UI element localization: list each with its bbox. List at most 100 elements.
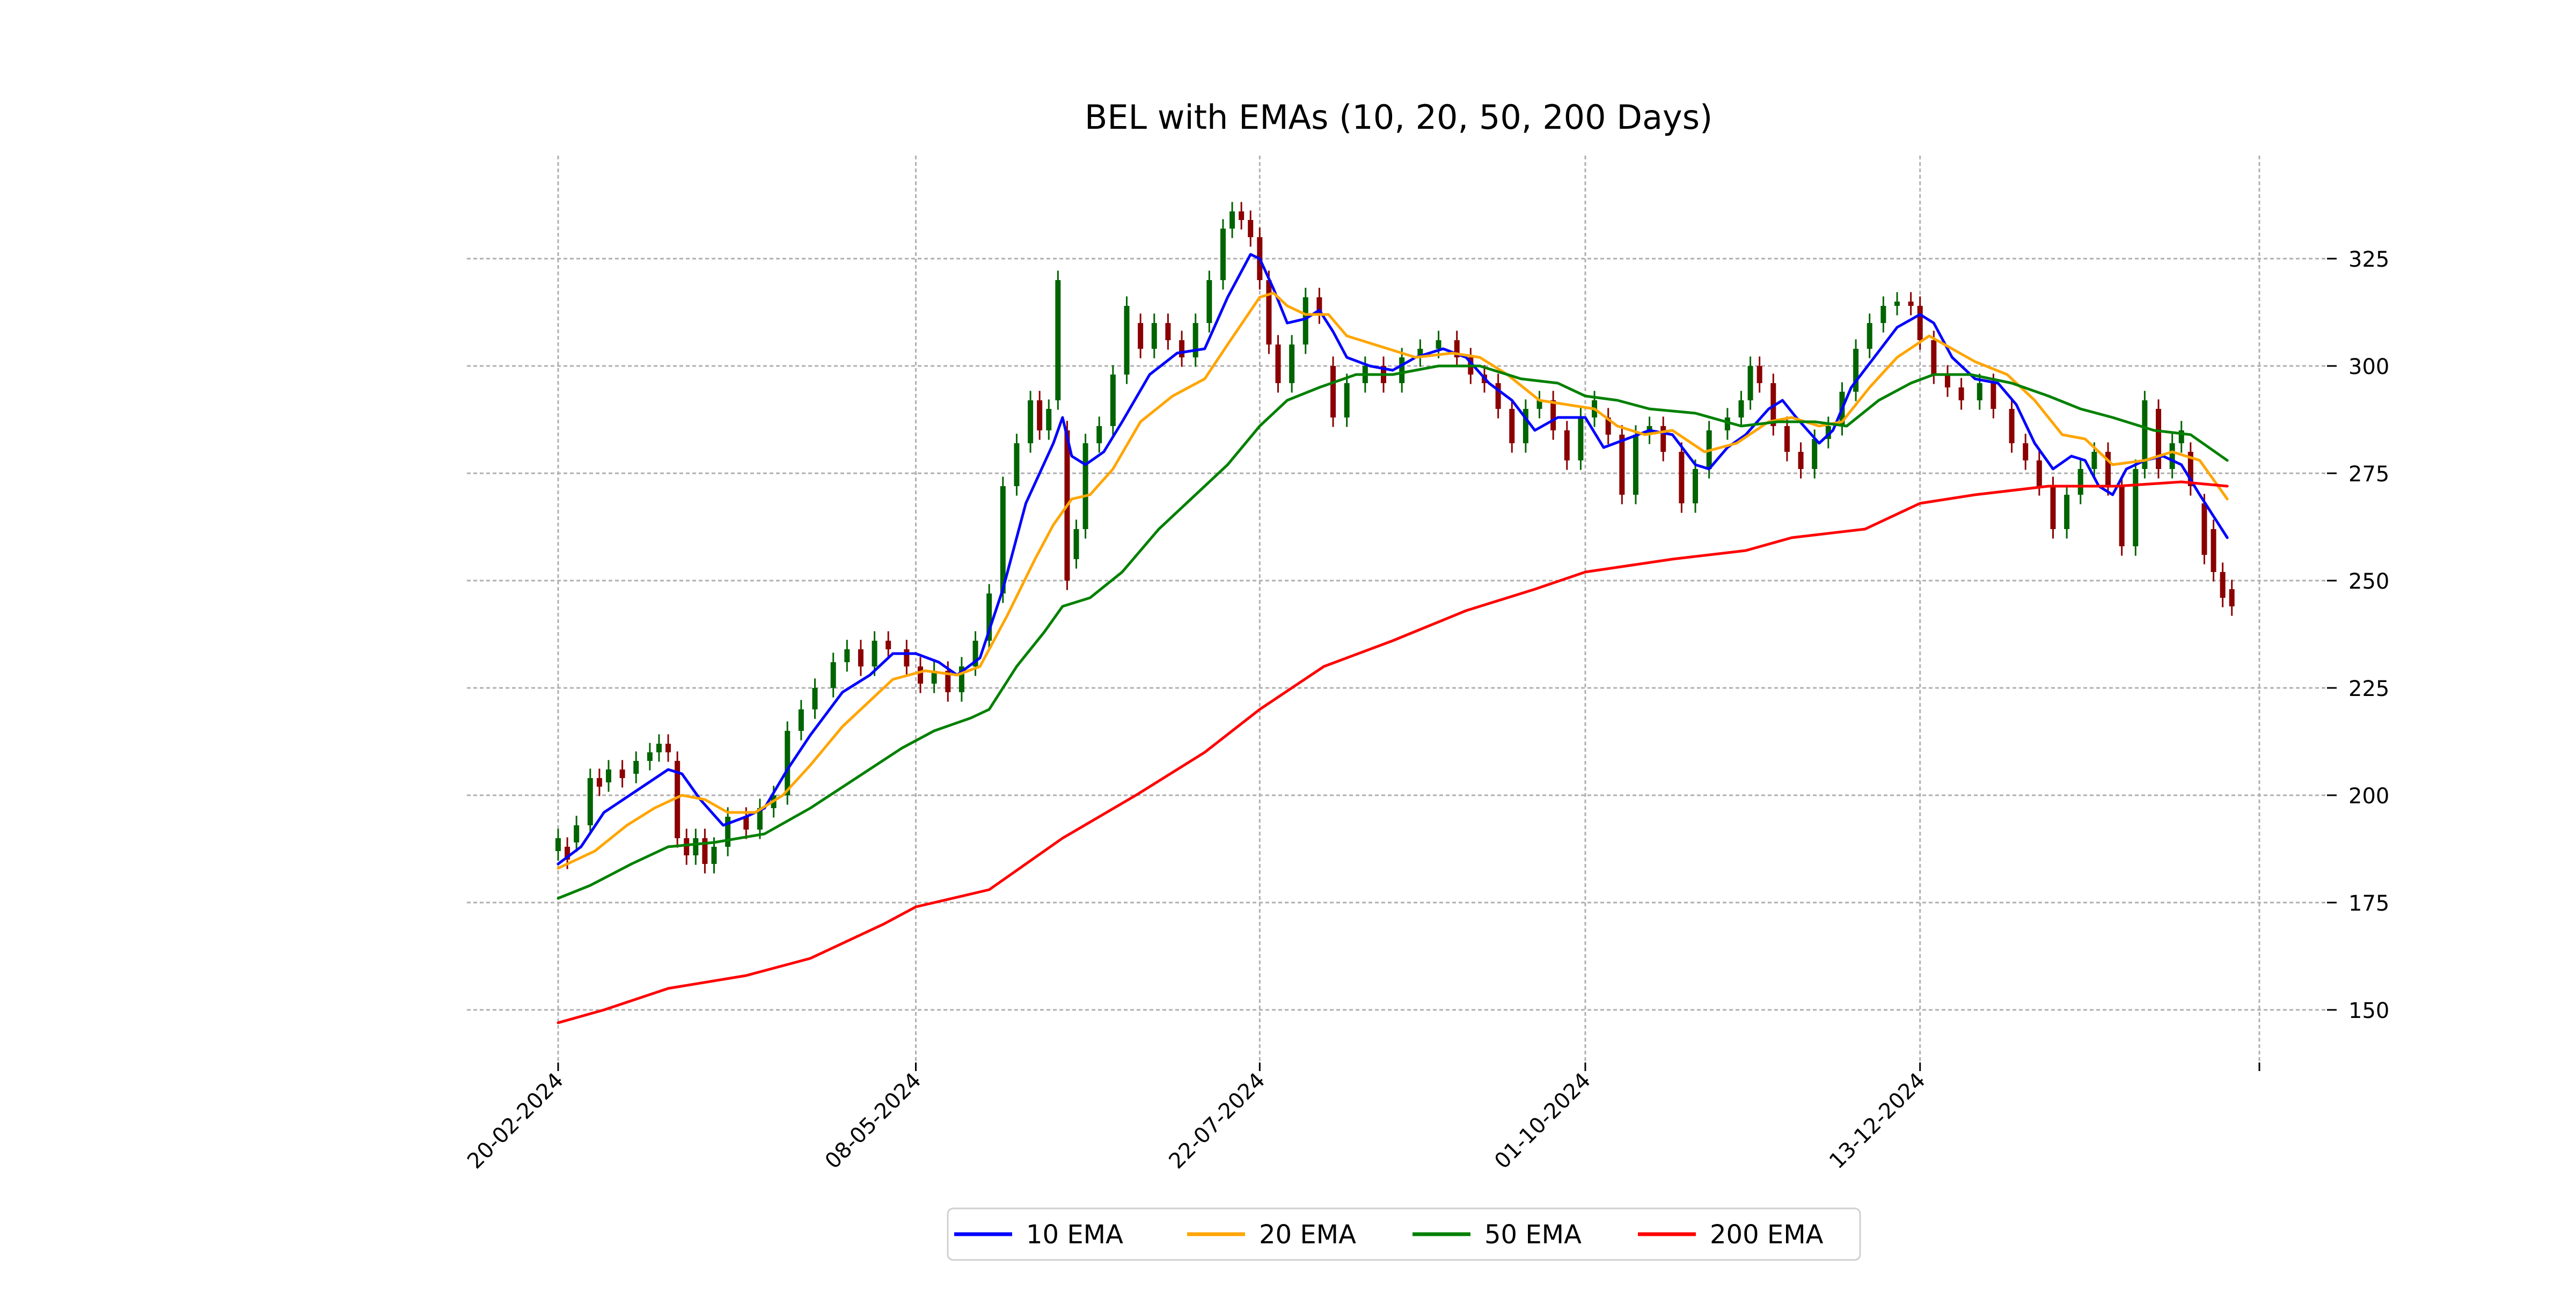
candle-body (1958, 387, 1964, 400)
candlestick (1302, 288, 1308, 354)
candle-body (1619, 435, 1625, 495)
candle-body (605, 769, 611, 782)
candle-body (1495, 383, 1501, 409)
candlestick (986, 584, 992, 650)
candlestick (1037, 391, 1043, 440)
candle-body (1110, 375, 1116, 426)
candlestick (596, 768, 602, 796)
candlestick (2023, 434, 2029, 470)
candle-body (565, 847, 570, 860)
series-line-50-ema (557, 364, 2229, 900)
candle-body (2178, 430, 2184, 443)
series-layer (557, 253, 2229, 1024)
series-line-200-ema (557, 480, 2229, 1024)
candle-body (1344, 383, 1350, 417)
candlestick (1894, 292, 1900, 316)
candlestick (1784, 416, 1790, 461)
candle-body (844, 649, 850, 662)
candle-body (2119, 486, 2125, 546)
candle-body (885, 641, 891, 649)
candle-body (1151, 323, 1157, 349)
candlestick (1230, 202, 1235, 238)
candlestick (619, 760, 625, 788)
y-tick-label: 325 (2348, 247, 2389, 272)
legend-label: 20 EMA (1259, 1220, 1356, 1250)
y-tick-label: 225 (2348, 677, 2389, 701)
candlestick (555, 829, 561, 861)
candle-body (2229, 589, 2235, 606)
candlestick (1344, 373, 1350, 427)
candlestick (605, 760, 611, 792)
candlestick (1239, 202, 1245, 230)
candle-body (1660, 426, 1666, 452)
candlestick (904, 640, 910, 676)
candle-body (684, 838, 690, 855)
candlestick (1110, 365, 1116, 436)
candlestick (587, 768, 593, 835)
candle-body (1523, 409, 1528, 443)
candle-body (665, 744, 671, 752)
candle-body (972, 641, 978, 666)
candlestick (665, 734, 671, 762)
candle-body (1399, 357, 1405, 383)
series-line-20-ema (557, 291, 2229, 870)
candlestick (2187, 442, 2193, 496)
candlestick (1192, 313, 1198, 367)
candle-body (2133, 469, 2139, 546)
candlestick (1495, 373, 1501, 419)
y-tick-label: 150 (2348, 999, 2389, 1023)
candle-body (798, 709, 804, 731)
candle-body (1055, 280, 1061, 400)
candlestick (1944, 365, 1950, 397)
candle-body (647, 752, 653, 761)
candle-body (1867, 323, 1872, 349)
candle-body (1917, 306, 1923, 340)
candlestick (2178, 421, 2184, 453)
candlestick (633, 751, 639, 783)
candle-body (587, 778, 593, 825)
candlestick (1619, 425, 1625, 504)
legend-label: 50 EMA (1484, 1220, 1582, 1250)
candle-body (675, 761, 680, 838)
candle-body (596, 778, 602, 787)
candle-body (2023, 443, 2029, 460)
candle-body (1289, 345, 1295, 383)
candlestick (2077, 459, 2083, 504)
candle-body (743, 817, 749, 830)
candlestick (1747, 356, 1753, 410)
candle-body (1724, 417, 1730, 430)
legend-item-20-ema: 20 EMA (1187, 1220, 1356, 1250)
candle-body (931, 671, 937, 684)
candle-body (812, 688, 818, 709)
candle-body (1192, 323, 1198, 357)
candle-body (1944, 375, 1950, 387)
candlestick (757, 798, 763, 839)
candlestick (1124, 296, 1130, 384)
candle-body (633, 761, 639, 774)
candle-body (702, 838, 708, 864)
candle-body (1330, 366, 1336, 417)
candlestick (1266, 270, 1272, 354)
candle-body (1825, 426, 1831, 439)
candlestick (1082, 434, 1088, 539)
candlestick (675, 751, 680, 848)
candle-body (693, 838, 699, 855)
candle-body (1179, 340, 1185, 357)
candle-body (1206, 280, 1212, 323)
candle-body (1014, 443, 1020, 486)
candle-body (1853, 349, 1859, 392)
candlestick (2009, 399, 2015, 453)
candlestick (693, 829, 699, 865)
candle-body (1275, 345, 1281, 383)
candle-body (1679, 452, 1685, 503)
candlestick (2169, 434, 2175, 479)
candlestick (1908, 292, 1914, 316)
candlestick (574, 816, 580, 852)
candle-body (711, 847, 717, 864)
legend: 10 EMA 20 EMA 50 EMA 200 EMA (947, 1207, 1861, 1261)
candlestick (1825, 416, 1831, 449)
candlestick (1046, 399, 1052, 440)
candle-body (1000, 486, 1006, 593)
candlestick (1220, 219, 1226, 290)
